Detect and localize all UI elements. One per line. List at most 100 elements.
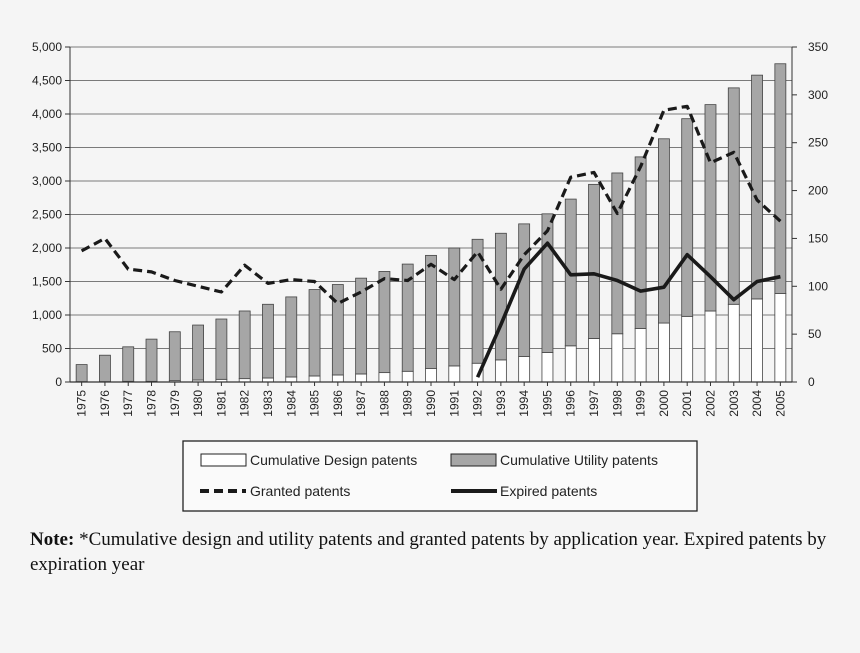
y2-tick-label: 100 [808, 279, 828, 293]
y2-tick-label: 0 [808, 375, 815, 389]
bar-utility-2005 [774, 63, 787, 294]
bar-design-1988 [378, 372, 391, 383]
x-tick-label: 2000 [657, 390, 671, 417]
x-tick-label: 1985 [308, 390, 322, 417]
x-tick-label: 1999 [634, 390, 648, 417]
bar-design-1994 [518, 356, 531, 383]
bar-design-1997 [588, 338, 600, 383]
bar-design-1987 [355, 373, 368, 383]
patents-chart: 05001,0001,5002,0002,5003,0003,5004,0004… [32, 40, 828, 512]
y2-tick-label: 50 [808, 327, 822, 341]
legend-box [182, 440, 698, 512]
x-tick-label: 1977 [121, 390, 135, 417]
bar-utility-1992 [471, 238, 484, 364]
y2-tick-label: 200 [808, 184, 828, 198]
bar-utility-1979 [168, 331, 181, 382]
x-tick-label: 1997 [587, 390, 601, 417]
right-axis-ticks: 0 50 100 150 200 250 300 350 [792, 40, 828, 389]
bar-design-1995 [541, 352, 554, 383]
bar-design-1991 [448, 365, 461, 383]
x-tick-label: 1987 [354, 390, 368, 417]
x-tick-label: 1986 [331, 390, 345, 417]
bar-utility-1990 [425, 254, 437, 369]
x-tick-label: 2003 [727, 390, 741, 417]
bar-utility-1975 [75, 364, 88, 383]
bar-utility-1986 [331, 284, 344, 376]
x-tick-label: 1988 [377, 390, 391, 417]
bar-utility-2000 [658, 138, 670, 324]
bar-utility-1991 [448, 247, 461, 367]
chart-note: Note: *Cumulative design and utility pat… [30, 527, 830, 577]
bar-design-1998 [611, 333, 624, 383]
bar-design-1985 [308, 375, 321, 383]
bar-utility-1998 [611, 172, 624, 335]
bar-design-1984 [285, 376, 298, 383]
bar-utility-2004 [751, 74, 763, 300]
y-tick-label: 5,000 [32, 40, 62, 54]
y-tick-label: 1,500 [32, 275, 62, 289]
x-tick-label: 1984 [284, 390, 298, 417]
x-tick-label: 1993 [494, 390, 508, 417]
x-tick-label: 2001 [680, 390, 694, 417]
y2-tick-label: 150 [808, 231, 828, 245]
x-tick-label: 1975 [75, 390, 89, 417]
bar-utility-1987 [355, 277, 368, 375]
y-tick-label: 500 [42, 342, 62, 356]
x-tick-label: 1980 [191, 390, 205, 417]
bar-utility-1978 [145, 338, 158, 382]
note-label: Note: [30, 529, 75, 550]
x-axis-ticks: 1975 1976 1977 1978 1979 1980 1981 1982 1983 1984… [75, 382, 787, 417]
bar-design-1999 [634, 327, 647, 383]
x-tick-label: 1983 [261, 390, 275, 417]
bar-utility-1995 [541, 213, 554, 353]
legend-label-expired: Expired patents [500, 483, 597, 499]
x-tick-label: 1991 [447, 390, 461, 417]
y2-tick-label: 350 [808, 40, 828, 54]
bar-series [75, 63, 787, 383]
bar-design-2003 [727, 303, 740, 383]
bar-design-1989 [401, 370, 414, 383]
y-tick-label: 4,500 [32, 74, 62, 88]
x-tick-label: 2004 [750, 390, 764, 417]
bar-utility-2002 [704, 104, 717, 312]
bar-utility-1982 [238, 310, 251, 380]
line-granted-patents [80, 104, 782, 306]
x-tick-label: 1996 [564, 390, 578, 417]
bar-utility-1981 [215, 318, 228, 380]
x-tick-label: 1990 [424, 390, 438, 417]
bar-design-1993 [494, 359, 507, 383]
x-tick-label: 1981 [214, 390, 228, 417]
bar-utility-1989 [401, 263, 414, 372]
x-tick-label: 1978 [145, 390, 159, 417]
x-tick-label: 1989 [401, 390, 415, 417]
y-tick-label: 4,000 [32, 107, 62, 121]
y2-tick-label: 300 [808, 88, 828, 102]
y-tick-label: 3,000 [32, 174, 62, 188]
x-tick-label: 1976 [98, 390, 112, 417]
line-series [80, 104, 782, 378]
line-expired-patents [475, 241, 781, 378]
bar-utility-1994 [518, 223, 531, 357]
x-tick-label: 2002 [703, 390, 717, 417]
legend: Cumulative Design patents Cumulative Uti… [182, 440, 698, 512]
bar-design-2001 [681, 315, 694, 383]
bar-utility-1983 [262, 303, 274, 379]
legend-label-design: Cumulative Design patents [250, 452, 417, 468]
left-axis-ticks: 0 500 1,000 1,500 2,000 2,500 3,000 3,500 4,000 4… [32, 40, 62, 389]
bar-design-2005 [774, 293, 787, 383]
bar-design-1990 [425, 368, 437, 383]
bar-utility-1984 [285, 296, 298, 378]
bar-utility-1977 [122, 346, 135, 382]
legend-label-utility: Cumulative Utility patents [500, 452, 658, 468]
x-tick-label: 1982 [238, 390, 252, 417]
x-tick-label: 1995 [540, 390, 554, 417]
bar-utility-2001 [681, 118, 694, 317]
y-tick-label: 0 [55, 375, 62, 389]
bar-utility-1976 [99, 354, 111, 383]
x-tick-label: 1994 [517, 390, 531, 417]
bar-utility-1997 [588, 183, 600, 339]
y-tick-label: 2,000 [32, 241, 62, 255]
bar-utility-2003 [727, 87, 740, 305]
bar-utility-1999 [634, 156, 647, 329]
bar-design-1996 [564, 345, 577, 383]
